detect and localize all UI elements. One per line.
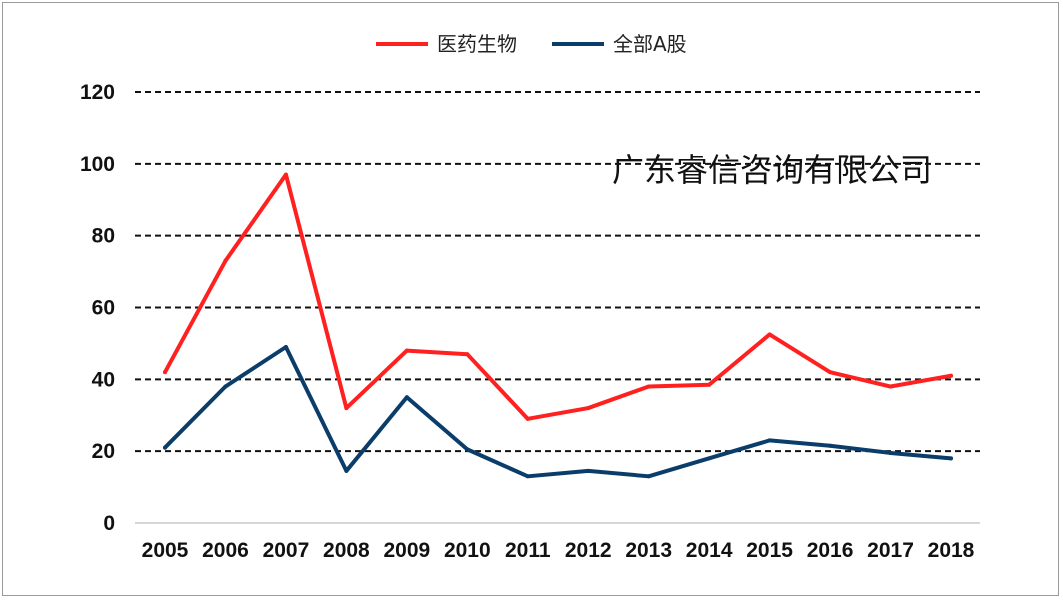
x-tick-label: 2017	[867, 539, 914, 562]
x-axis-ticks: 2005 2006 2007 2008 2009 2010 2011 2012 2013 2014…	[142, 539, 975, 562]
x-tick-label: 2011	[505, 539, 551, 562]
data-point	[949, 373, 953, 378]
data-point	[163, 370, 167, 375]
series-group	[163, 345, 953, 479]
series-line	[163, 345, 953, 479]
x-tick-label: 2012	[565, 539, 612, 562]
data-point	[283, 172, 288, 177]
data-point	[344, 468, 349, 473]
data-point	[465, 447, 470, 452]
legend-label: 医药生物	[437, 32, 517, 56]
x-tick-label: 2018	[928, 539, 975, 562]
y-tick-label: 60	[92, 297, 115, 320]
data-point	[646, 474, 651, 479]
data-point	[767, 438, 772, 443]
x-tick-label: 2007	[263, 539, 310, 562]
x-tick-label: 2009	[383, 539, 430, 562]
y-axis-ticks: 0 20 40 60 80 100 120	[80, 81, 115, 535]
series-line	[163, 172, 953, 421]
gridlines	[135, 91, 980, 453]
data-point	[707, 456, 712, 461]
y-tick-label: 40	[92, 368, 115, 391]
y-tick-label: 0	[103, 512, 115, 535]
data-point	[404, 348, 409, 353]
data-point	[888, 384, 893, 389]
x-tick-label: 2008	[323, 539, 370, 562]
x-tick-label: 2016	[807, 539, 854, 562]
series-lines	[163, 172, 953, 479]
data-point	[223, 384, 228, 389]
series-group	[163, 172, 953, 421]
watermark-text: 广东睿信咨询有限公司	[612, 151, 932, 189]
data-point	[465, 352, 470, 357]
x-tick-label: 2010	[444, 539, 491, 562]
x-tick-label: 2014	[686, 539, 733, 562]
data-point	[223, 258, 228, 263]
legend-label: 全部A股	[613, 32, 687, 56]
data-point	[646, 384, 651, 389]
y-tick-label: 80	[92, 225, 115, 248]
y-tick-label: 20	[92, 440, 115, 463]
data-point	[283, 345, 288, 350]
y-tick-label: 100	[80, 153, 115, 176]
data-point	[828, 443, 833, 448]
data-point	[767, 332, 772, 337]
data-point	[949, 456, 953, 461]
x-tick-label: 2015	[746, 539, 793, 562]
data-point	[828, 370, 833, 375]
x-tick-label: 2005	[142, 539, 189, 562]
data-point	[525, 474, 530, 479]
data-point	[344, 406, 349, 411]
legend: 医药生物 全部A股	[376, 32, 687, 56]
x-tick-label: 2013	[625, 539, 672, 562]
x-tick-label: 2006	[202, 539, 249, 562]
data-point	[707, 382, 712, 387]
data-point	[163, 445, 167, 450]
data-point	[586, 468, 591, 473]
data-point	[404, 395, 409, 400]
y-tick-label: 120	[80, 81, 115, 104]
data-point	[525, 416, 530, 421]
data-point	[586, 406, 591, 411]
data-point	[888, 450, 893, 455]
